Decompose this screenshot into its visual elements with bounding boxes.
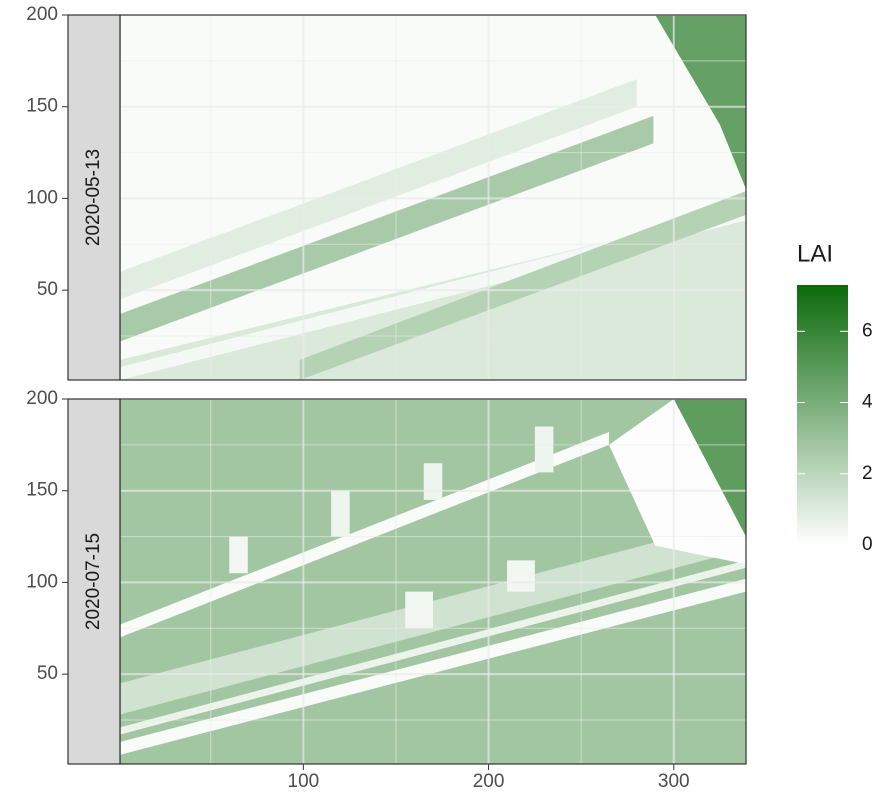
legend-title: LAI bbox=[797, 240, 833, 267]
lai-region bbox=[229, 537, 248, 574]
colorbar-label: 2 bbox=[862, 463, 873, 484]
x-tick-label: 100 bbox=[288, 771, 320, 792]
chart: 2020-05-13 50 100 150 200 2020-07-15 50 100 150 2… bbox=[0, 0, 880, 804]
lai-region bbox=[424, 463, 443, 500]
colorbar bbox=[797, 285, 848, 545]
x-tick-label: 200 bbox=[473, 771, 505, 792]
y-tick-label: 200 bbox=[26, 388, 58, 409]
facet-label: 2020-05-13 bbox=[83, 149, 104, 246]
x-tick-label: 300 bbox=[658, 771, 690, 792]
lai-region bbox=[535, 427, 554, 473]
panel bbox=[120, 15, 746, 380]
y-tick-label: 150 bbox=[26, 480, 58, 501]
lai-region bbox=[507, 560, 535, 591]
colorbar-label: 4 bbox=[862, 392, 873, 413]
lai-region bbox=[405, 592, 433, 629]
lai-region bbox=[331, 491, 350, 537]
colorbar-label: 0 bbox=[862, 534, 873, 555]
panel bbox=[120, 399, 746, 764]
y-tick-label: 200 bbox=[26, 4, 58, 25]
colorbar-label: 6 bbox=[862, 320, 873, 341]
y-tick-label: 150 bbox=[26, 96, 58, 117]
y-tick-label: 100 bbox=[26, 571, 58, 592]
y-tick-label: 50 bbox=[37, 279, 58, 300]
y-tick-label: 50 bbox=[37, 663, 58, 684]
facet-label: 2020-07-15 bbox=[83, 533, 104, 630]
y-tick-label: 100 bbox=[26, 187, 58, 208]
